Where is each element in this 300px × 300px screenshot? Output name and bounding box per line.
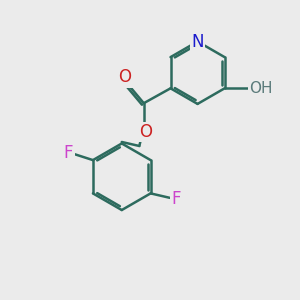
Text: F: F xyxy=(171,190,181,208)
Text: N: N xyxy=(191,32,204,50)
Text: F: F xyxy=(64,144,73,162)
Text: O: O xyxy=(118,68,131,86)
Text: OH: OH xyxy=(249,81,273,96)
Text: O: O xyxy=(139,123,152,141)
